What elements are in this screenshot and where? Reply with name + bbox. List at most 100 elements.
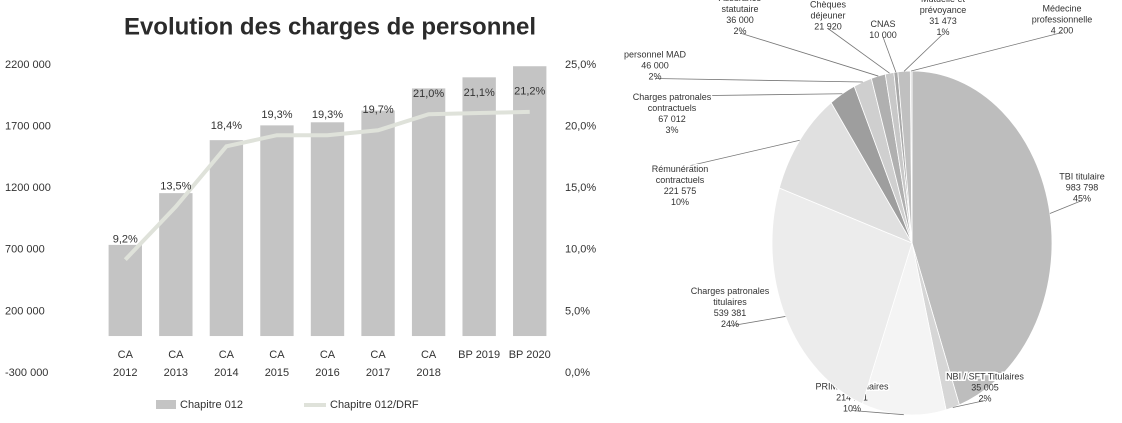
slice-label: contractuels: [656, 175, 705, 185]
bar: [209, 140, 244, 337]
slice-label: Charges patronales: [633, 92, 712, 102]
legend-swatch: [156, 400, 176, 409]
y2-tick-label: 0,0%: [565, 367, 590, 379]
slice-label: Chèques: [810, 0, 847, 9]
slice-value: 983 798: [1066, 182, 1099, 192]
data-label: 19,3%: [312, 109, 343, 121]
slice-label: TBI titulaire: [1059, 171, 1105, 181]
x-tick-label: 2015: [265, 367, 289, 379]
slice-label: Médecine: [1042, 3, 1081, 13]
legend-label: Chapitre 012: [180, 399, 243, 411]
leader-line: [679, 139, 800, 169]
slice-percent: 3%: [665, 125, 678, 135]
x-tick-label: BP 2019: [458, 349, 500, 361]
slice-label: Rémunération: [652, 164, 709, 174]
slice-label: Mutuelle et: [921, 0, 966, 4]
data-label: 19,3%: [261, 109, 292, 121]
leader-line: [851, 410, 904, 416]
slice-label: NBI / SFT Titulaires: [946, 371, 1024, 381]
slice-value: 539 381: [714, 308, 747, 318]
slice-percent: 10%: [671, 197, 689, 207]
x-tick-label: CA: [269, 349, 285, 361]
slice-value: 46 000: [641, 60, 669, 70]
slice-percent: 10%: [843, 403, 861, 413]
y-tick-label: 1700 000: [5, 121, 51, 133]
data-label: 13,5%: [160, 181, 191, 193]
slice-value: 221 575: [664, 186, 697, 196]
x-tick-label: CA: [168, 349, 184, 361]
slice-label: personnel MAD: [624, 49, 687, 59]
slice-value: 35 005: [971, 382, 999, 392]
y2-tick-label: 5,0%: [565, 305, 590, 317]
y2-tick-label: 20,0%: [565, 121, 596, 133]
slice-value: 10 000: [869, 30, 897, 40]
x-tick-label: 2018: [416, 367, 440, 379]
slice-label: Charges patronales: [691, 286, 770, 296]
slice-value: 21 920: [814, 21, 842, 31]
leader-line: [952, 400, 986, 408]
y-tick-label: -300 000: [5, 367, 48, 379]
slice-label: Charges patronales: [691, 286, 770, 296]
y2-tick-label: 25,0%: [565, 59, 596, 71]
y2-tick-label: 15,0%: [565, 182, 596, 194]
slice-label: personnel MAD: [624, 49, 687, 59]
leader-line: [654, 78, 863, 83]
bar: [361, 110, 395, 337]
slice-label: CNAS: [870, 19, 895, 29]
slice-label: Assurance: [719, 0, 762, 3]
slice-label: professionnelle: [1032, 14, 1093, 24]
slice-percent: 2%: [648, 71, 661, 81]
leader-line: [729, 316, 786, 327]
x-tick-label: CA: [421, 349, 437, 361]
slice-label: contractuels: [648, 103, 697, 113]
slice-label: contractuels: [648, 103, 697, 113]
x-tick-label: 2017: [366, 367, 390, 379]
legend-label: Chapitre 012/DRF: [330, 399, 419, 411]
bar: [310, 122, 345, 337]
slice-label: CNAS: [870, 19, 895, 29]
x-tick-label: 2014: [214, 367, 238, 379]
y-tick-label: 700 000: [5, 244, 45, 256]
slice-label: NBI / SFT Titulaires: [946, 371, 1024, 381]
data-label: 21,0%: [413, 88, 444, 100]
slice-label: Assurance: [719, 0, 762, 3]
slice-label: déjeuner: [810, 10, 845, 20]
slice-label: Chèques: [810, 0, 847, 9]
bar: [462, 77, 496, 337]
x-tick-label: CA: [118, 349, 134, 361]
leader-line: [911, 32, 1063, 72]
slice-percent: 45%: [1073, 193, 1091, 203]
slice-label: prévoyance: [920, 5, 967, 15]
y2-tick-label: 10,0%: [565, 244, 596, 256]
data-label: 21,2%: [514, 86, 545, 98]
leader-line: [827, 28, 890, 74]
x-tick-label: BP 2020: [509, 349, 551, 361]
slice-label: statutaire: [721, 4, 758, 14]
pie-slice: [771, 187, 913, 405]
x-tick-label: 2016: [315, 367, 339, 379]
slice-percent: 2%: [733, 26, 746, 36]
bar: [513, 66, 547, 337]
slice-label: contractuels: [656, 175, 705, 185]
slice-label: Rémunération: [652, 164, 709, 174]
x-tick-label: CA: [219, 349, 235, 361]
x-tick-label: 2013: [164, 367, 188, 379]
slice-label: statutaire: [721, 4, 758, 14]
y-tick-label: 200 000: [5, 305, 45, 317]
x-tick-label: CA: [320, 349, 336, 361]
chart-title: Evolution des charges de personnel: [124, 13, 536, 40]
leader-line: [1049, 200, 1083, 214]
slice-value: 36 000: [726, 15, 754, 25]
slice-percent: 1%: [936, 27, 949, 37]
leader-line: [903, 33, 944, 72]
line: [123, 109, 530, 262]
y-tick-label: 2200 000: [5, 59, 51, 71]
pie-slice: [911, 70, 1053, 406]
slice-label: Charges patronales: [633, 92, 712, 102]
bar: [411, 88, 446, 337]
x-tick-label: 2012: [113, 367, 137, 379]
slice-label: Mutuelle et: [921, 0, 966, 4]
slice-label: prévoyance: [920, 5, 967, 15]
x-tick-label: CA: [370, 349, 386, 361]
y-tick-label: 1200 000: [5, 182, 51, 194]
